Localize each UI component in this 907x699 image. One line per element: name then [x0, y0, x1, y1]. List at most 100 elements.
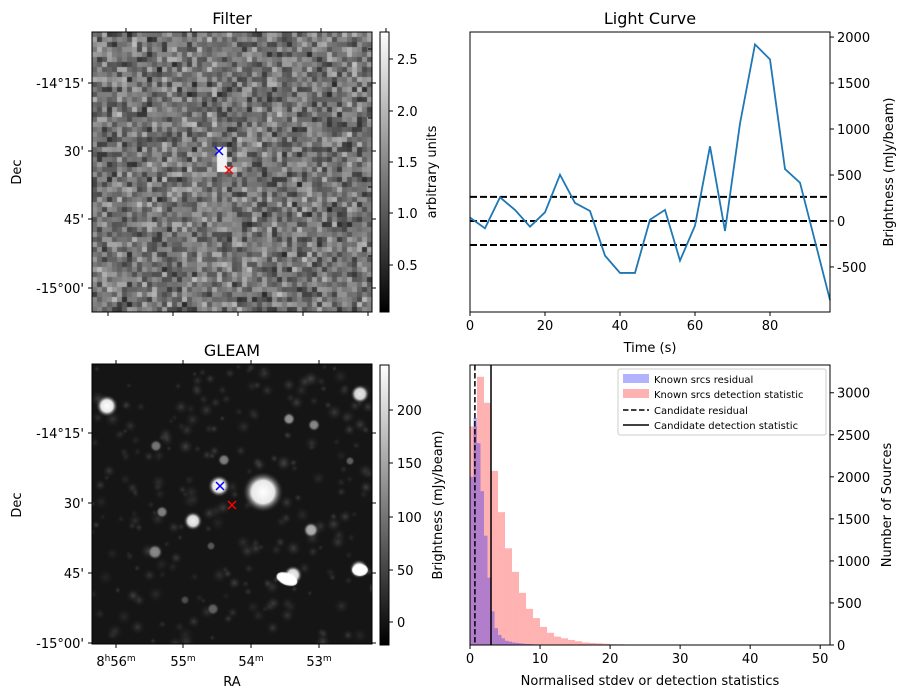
known-srcs-residual-bar: [515, 642, 520, 645]
gleam-ylabel: Dec: [10, 492, 25, 517]
colorbar-tick-label: 200: [397, 404, 422, 419]
hist-xtick-label: 50: [812, 652, 829, 667]
colorbar-tick-label: 1.0: [397, 207, 418, 222]
lightcurve-frame: [469, 31, 831, 313]
gleam-dec-tick-label: -15°00': [36, 637, 84, 652]
legend-label-detection: Known srcs detection statistic: [654, 390, 803, 401]
gleam-colorbar-label: Brightness (mJy/beam): [431, 431, 446, 580]
known-srcs-residual-bar: [522, 643, 527, 645]
gleam-frame: [91, 363, 373, 645]
hist-xtick-label: 10: [532, 652, 549, 667]
lc-xtick-label: 80: [762, 319, 779, 334]
known-srcs-residual-bar: [487, 577, 492, 645]
hist-xtick-label: 40: [742, 652, 759, 667]
lc-xtick-label: 60: [687, 319, 704, 334]
hist-ytick-label: 2000: [837, 471, 870, 486]
colorbar-tick-label: 0.5: [397, 259, 418, 274]
lc-xtick-label: 20: [537, 319, 554, 334]
filter-frame: [91, 31, 373, 313]
known-srcs-detection-statistic-bar: [582, 642, 590, 645]
lightcurve-line: [469, 42, 831, 301]
ra-part: h: [105, 654, 111, 664]
known-srcs-detection-statistic-bar: [498, 512, 506, 645]
hist-ytick-label: 0: [837, 639, 845, 654]
known-srcs-residual-bar: [512, 642, 516, 645]
known-srcs-detection-statistic-bar: [540, 626, 548, 645]
filter-blue-cross-marker-stroke: [214, 146, 224, 156]
lc-xtick-label: 40: [612, 319, 629, 334]
ra-part: m: [187, 654, 196, 664]
gleam-red-cross-marker: [227, 500, 237, 510]
known-srcs-residual-bar: [480, 491, 485, 645]
gleam-blue-cross-marker-stroke: [215, 481, 225, 491]
hist-xtick-label: 0: [466, 652, 474, 667]
known-srcs-detection-statistic-bar: [505, 548, 513, 645]
hist-xtick-label: 20: [602, 652, 619, 667]
known-srcs-residual-bar: [473, 417, 478, 645]
known-srcs-detection-statistic-bar: [491, 470, 499, 645]
legend-swatch-residual: [623, 374, 649, 383]
lightcurve-title: Light Curve: [604, 9, 696, 28]
known-srcs-detection-statistic-bar: [589, 642, 597, 645]
gleam-red-cross-marker-stroke: [227, 500, 237, 510]
histogram-ylabel: Number of Sources: [880, 443, 895, 568]
lc-ytick-label: 0: [837, 215, 845, 230]
known-srcs-residual-bar: [498, 634, 502, 645]
ra-part: 54: [238, 655, 255, 670]
gleam-ra-tick-label: 53m: [306, 654, 331, 670]
lightcurve-xlabel: Time (s): [623, 341, 677, 356]
histogram-legend: Known srcs residual Known srcs detection…: [617, 368, 827, 436]
lc-ytick-label: 2000: [837, 31, 870, 46]
known-srcs-detection-statistic-bar: [575, 641, 583, 645]
gleam-colorbar: [380, 365, 389, 645]
gleam-blue-cross-marker: [215, 481, 225, 491]
colorbar-tick-label: 0: [397, 616, 405, 631]
ra-part: 8: [96, 655, 104, 670]
known-srcs-residual-bar: [484, 535, 488, 645]
known-srcs-residual-bar: [477, 443, 481, 645]
known-srcs-residual-bar: [505, 640, 509, 645]
filter-colorbar: [380, 32, 389, 312]
filter-dec-tick-label: -14°15': [36, 77, 84, 92]
lc-ytick-label: -500: [837, 261, 867, 276]
known-srcs-detection-statistic-bar: [561, 638, 569, 645]
colorbar-tick-label: 2.0: [397, 105, 418, 120]
known-srcs-detection-statistic-bar: [526, 608, 534, 645]
ra-part: 53: [306, 655, 323, 670]
ra-part: m: [323, 654, 332, 664]
known-srcs-detection-statistic-bar: [477, 376, 485, 645]
hist-ytick-label: 3000: [837, 387, 870, 402]
lc-ytick-label: 1000: [837, 123, 870, 138]
gleam-dec-tick-label: 45': [64, 567, 84, 582]
colorbar-tick-label: 100: [397, 511, 422, 526]
filter-red-cross-marker: [224, 165, 234, 175]
known-srcs-detection-statistic-bar: [484, 402, 492, 645]
histogram-frame: [469, 364, 831, 646]
ra-part: m: [255, 654, 264, 664]
lc-ytick-label: 500: [837, 169, 862, 184]
legend-label-residual: Known srcs residual: [654, 375, 753, 386]
colorbar-tick-label: 150: [397, 457, 422, 472]
legend-label-candidate-detection: Candidate detection statistic: [654, 421, 798, 432]
ra-part: 55: [170, 655, 187, 670]
known-srcs-detection-statistic-bar: [533, 618, 541, 645]
known-srcs-residual-bar: [501, 638, 506, 645]
known-srcs-residual-bar: [508, 641, 513, 645]
filter-ylabel: Dec: [10, 159, 25, 184]
filter-colorbar-label: arbitrary units: [425, 125, 440, 218]
known-srcs-detection-statistic-bar: [603, 643, 611, 645]
known-srcs-detection-statistic-bar: [547, 632, 555, 645]
filter-colorbar-frame: [379, 31, 390, 313]
legend-swatch-detection: [623, 389, 649, 398]
known-srcs-detection-statistic-bar: [470, 426, 478, 645]
histogram-xlabel: Normalised stdev or detection statistics: [521, 674, 780, 689]
gleam-colorbar-frame: [379, 364, 390, 646]
hist-ytick-label: 500: [837, 597, 862, 612]
colorbar-tick-label: 50: [397, 564, 414, 579]
known-srcs-residual-bar: [470, 476, 474, 645]
hist-xtick-label: 30: [672, 652, 689, 667]
gleam-title: GLEAM: [204, 341, 260, 360]
filter-blue-cross-marker: [214, 146, 224, 156]
lightcurve-ylabel: Brightness (mJy/beam): [882, 98, 897, 247]
gleam-xlabel: RA: [223, 675, 241, 690]
